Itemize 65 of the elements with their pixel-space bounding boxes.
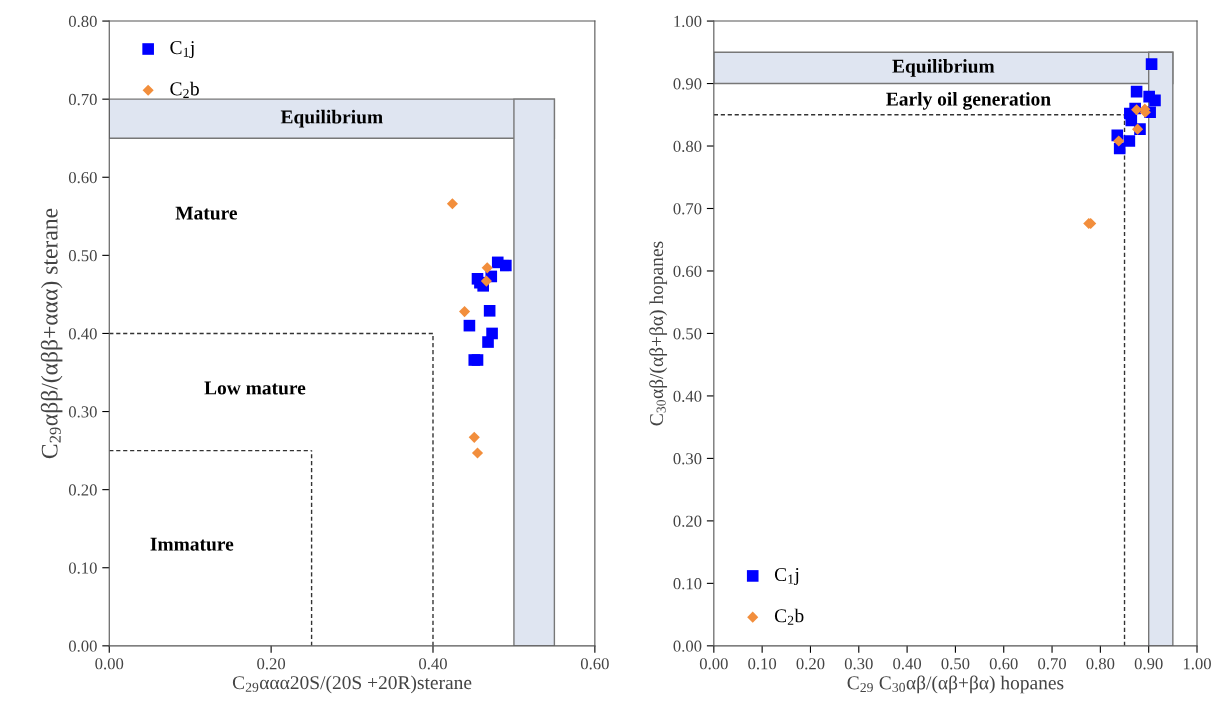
y-tick-label: 0.30 — [68, 406, 97, 418]
point — [481, 262, 493, 274]
legend-label: C$_{2}$b — [774, 608, 804, 625]
point — [1113, 135, 1125, 147]
x-tick-label: 0.90 — [1134, 658, 1163, 670]
x-tick-label: 0.40 — [893, 658, 922, 670]
point — [480, 275, 492, 287]
x-tick-label: 0.10 — [748, 658, 777, 670]
y-tick-label: 0.90 — [673, 78, 702, 90]
band-label: Equilibrium — [280, 109, 383, 128]
x-tick-label: 0.00 — [699, 658, 728, 670]
y-tick-label: 0.70 — [68, 93, 97, 106]
point — [1123, 135, 1136, 147]
point — [483, 304, 496, 317]
x-axis-title: C$_{29}$ααα20S/(20S +20R)sterane — [232, 675, 472, 694]
x-tick-label: 0.30 — [844, 658, 873, 670]
legend-label: C$_{2}$b — [170, 81, 199, 98]
y-axis-title: C$_{30}$αβ/(αβ+βα) hopanes — [649, 241, 668, 426]
y-tick-label: 0.00 — [673, 640, 702, 652]
x-tick-label: 1.00 — [1183, 658, 1211, 670]
y-tick-label: 0.10 — [673, 578, 702, 590]
annotation: Immature — [150, 537, 234, 551]
y-tick-label: 0.50 — [673, 328, 702, 340]
y-tick-label: 0.60 — [68, 171, 97, 184]
x-tick-label: 0.00 — [95, 658, 124, 670]
x-tick-label: 0.80 — [1086, 658, 1115, 670]
y-tick-label: 0.20 — [673, 515, 702, 527]
legend-label: C$_{1}$j — [774, 568, 799, 586]
y-tick-label: 0.20 — [68, 484, 97, 496]
y-tick-label: 0.80 — [68, 15, 97, 28]
point — [468, 431, 480, 443]
x-tick-label: 0.20 — [796, 658, 825, 670]
point — [482, 336, 494, 348]
band-label: Equilibrium — [892, 59, 995, 77]
x-tick-label: 0.70 — [1038, 658, 1066, 670]
ref-line-label: Early oil generation — [886, 91, 1051, 110]
point — [459, 306, 471, 318]
x-tick-label: 0.60 — [580, 658, 609, 670]
y-tick-label: 0.70 — [673, 203, 702, 215]
x-tick-label: 0.50 — [941, 658, 970, 670]
point — [500, 259, 512, 272]
point — [1125, 114, 1138, 127]
x-axis-title: C$_{29}$ C$_{30}$αβ/(αβ+βα) hopanes — [847, 675, 1064, 694]
y-tick-label: 1.00 — [674, 15, 702, 28]
annotation: Mature — [175, 206, 238, 220]
point — [1130, 85, 1143, 98]
legend-label: C$_{1}$j — [170, 41, 194, 59]
y-tick-label: 0.30 — [673, 453, 702, 465]
x-tick-label: 0.60 — [989, 658, 1018, 670]
point — [446, 198, 458, 210]
x-tick-label: 0.20 — [257, 658, 286, 670]
annotation: Low mature — [204, 381, 306, 395]
y-tick-label: 0.50 — [68, 250, 97, 262]
point — [463, 319, 476, 332]
y-axis-title: C$_{29}$αββ/(αββ+ααα) sterane — [40, 208, 63, 459]
point — [1145, 58, 1158, 70]
y-tick-label: 0.60 — [673, 265, 702, 277]
y-tick-label: 0.10 — [68, 562, 97, 574]
point — [471, 447, 484, 459]
point — [1149, 94, 1161, 107]
y-tick-label: 0.40 — [673, 390, 702, 402]
x-tick-label: 0.40 — [419, 658, 447, 670]
y-tick-label: 0.80 — [673, 140, 702, 153]
y-tick-label: 0.00 — [68, 640, 97, 652]
y-tick-label: 0.40 — [68, 328, 97, 340]
